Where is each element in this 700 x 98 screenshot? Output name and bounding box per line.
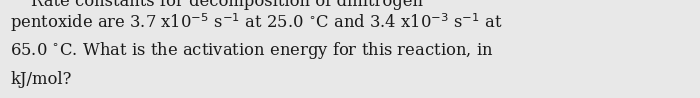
Text: pentoxide are 3.7 x10$^{-5}$ s$^{-1}$ at 25.0 $^{\circ}$C and 3.4 x10$^{-3}$ s$^: pentoxide are 3.7 x10$^{-5}$ s$^{-1}$ at… [10,12,503,34]
Text: 65.0 $^{\circ}$C. What is the activation energy for this reaction, in: 65.0 $^{\circ}$C. What is the activation… [10,40,494,61]
Text: Rate constants for decomposition of dinitrogen: Rate constants for decomposition of dini… [10,0,424,10]
Text: kJ/mol?: kJ/mol? [10,71,72,88]
